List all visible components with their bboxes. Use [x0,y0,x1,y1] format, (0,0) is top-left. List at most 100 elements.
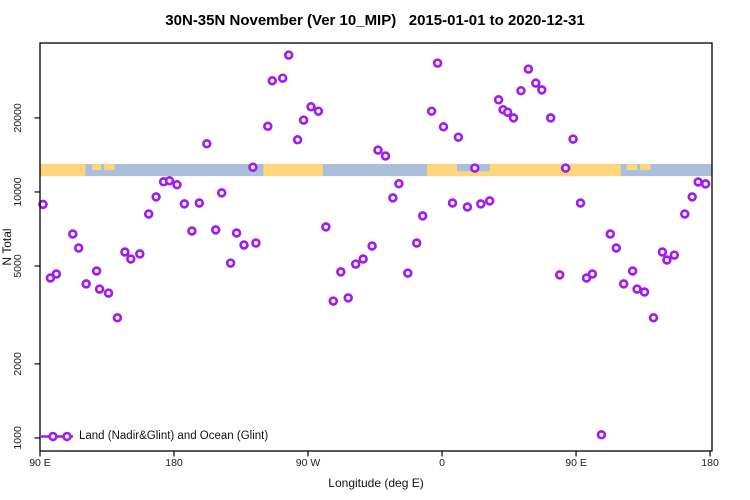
x-tick-label: 0 [439,457,445,469]
y-axis-title: N Total [0,228,14,265]
y-tick-label: 20000 [12,103,24,132]
data-point [135,249,145,259]
data-point [470,163,480,173]
chart-render-layer: 90 E 180 90 W 0 90 E 180 1000 2000 5000 10000 2000… [12,42,719,469]
legend: Land (Nadir&Glint) and Ocean (Glint) [40,429,268,444]
legend-marker-icon [41,431,73,442]
data-point [336,267,346,277]
data-point [103,288,114,298]
data-point [476,199,486,209]
data-point [51,269,62,279]
data-point [343,293,353,303]
data-point [657,247,668,257]
map-band-island-patch [640,163,651,171]
data-point [239,240,249,250]
x-tick-label: 90 W [296,457,321,469]
data-point [453,132,464,142]
data-point [545,113,556,123]
y-tick-label: 2000 [12,352,24,376]
data-point [426,106,437,116]
data-point [172,179,182,190]
data-point [94,284,105,294]
map-band-land-segment [40,163,86,177]
data-point [403,268,413,278]
map-band-land-segment [427,163,621,177]
data-point [112,313,123,323]
data-point [611,243,622,253]
data-point [380,151,391,161]
data-point [575,198,586,208]
data-point [417,211,428,221]
data-point [639,287,650,297]
data-point [662,255,672,265]
data-point [179,199,190,209]
data-point [306,102,316,112]
x-tick-label: 90 E [565,457,587,469]
data-point [187,226,197,236]
data-point [669,250,680,260]
data-point [283,50,294,60]
data-point [531,78,541,88]
x-axis-title: Longitude (deg E) [328,476,423,490]
data-point [508,113,519,123]
data-point [700,179,711,189]
y-tick-label: 1000 [12,426,24,450]
map-band-island-patch [92,163,102,171]
data-point [618,279,629,289]
data-point [91,266,102,276]
data-point [687,192,697,202]
data-point [373,145,383,155]
data-point [605,229,616,239]
data-point [648,313,659,323]
data-point [493,95,504,105]
data-point [516,85,526,96]
data-point [251,238,261,248]
data-point [216,188,227,198]
data-point [210,225,221,235]
data-point [462,202,473,212]
map-band-island-patch [104,163,115,171]
data-point [560,163,571,173]
data-point [45,273,56,283]
data-point [632,284,642,294]
data-point [298,115,309,125]
data-point [484,196,495,206]
data-point [194,198,205,208]
x-tick-label: 90 E [29,457,51,469]
data-point [321,222,331,232]
data-point [587,269,598,279]
data-point [126,254,136,264]
data-point [68,229,78,239]
data-point [248,162,258,173]
data-point [438,122,449,132]
data-point [568,134,578,144]
data-point [120,247,130,257]
data-point [151,192,161,202]
data-point [537,85,547,95]
data-point [693,177,703,187]
data-point [231,228,242,238]
data-point [350,259,361,269]
plot-border [39,42,713,452]
map-band-land-segment [263,163,323,177]
data-point [411,238,422,248]
x-tick-label: 180 [701,457,719,469]
data-point [680,209,690,219]
data-point [596,430,607,440]
data-point [328,296,339,306]
y-tick-label: 5000 [12,254,24,278]
y-tick-label: 10000 [12,177,24,206]
data-point [277,73,288,83]
data-point [394,178,404,189]
data-point [358,254,368,264]
legend-label: Land (Nadir&Glint) and Ocean (Glint) [79,430,269,442]
data-point [313,106,324,116]
data-point [292,135,303,145]
data-point [143,209,154,219]
data-point [73,243,84,253]
data-point [267,76,278,86]
data-point [627,266,638,276]
data-point [81,279,91,289]
